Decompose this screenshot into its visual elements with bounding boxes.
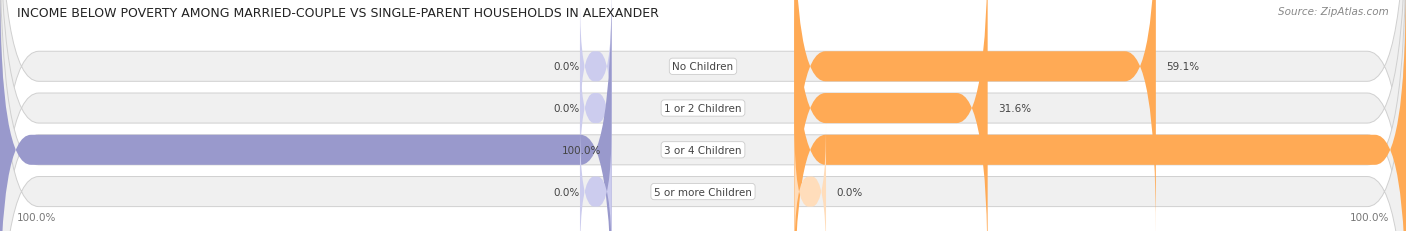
FancyBboxPatch shape <box>581 0 612 135</box>
FancyBboxPatch shape <box>581 124 612 231</box>
FancyBboxPatch shape <box>581 40 612 177</box>
FancyBboxPatch shape <box>794 0 1156 231</box>
FancyBboxPatch shape <box>794 0 1406 231</box>
Text: INCOME BELOW POVERTY AMONG MARRIED-COUPLE VS SINGLE-PARENT HOUSEHOLDS IN ALEXAND: INCOME BELOW POVERTY AMONG MARRIED-COUPL… <box>17 7 659 20</box>
Text: 1 or 2 Children: 1 or 2 Children <box>664 103 742 114</box>
Text: 100.0%: 100.0% <box>1350 212 1389 222</box>
Text: 0.0%: 0.0% <box>837 187 863 197</box>
Text: 0.0%: 0.0% <box>554 62 581 72</box>
Text: Source: ZipAtlas.com: Source: ZipAtlas.com <box>1278 7 1389 17</box>
Text: 100.0%: 100.0% <box>561 145 602 155</box>
Text: 0.0%: 0.0% <box>554 103 581 114</box>
Text: 0.0%: 0.0% <box>554 187 581 197</box>
Text: 59.1%: 59.1% <box>1167 62 1199 72</box>
Text: 31.6%: 31.6% <box>998 103 1032 114</box>
FancyBboxPatch shape <box>0 0 612 231</box>
Text: 100.0%: 100.0% <box>17 212 56 222</box>
FancyBboxPatch shape <box>794 124 827 231</box>
FancyBboxPatch shape <box>794 0 987 231</box>
Text: 5 or more Children: 5 or more Children <box>654 187 752 197</box>
Text: No Children: No Children <box>672 62 734 72</box>
Text: 3 or 4 Children: 3 or 4 Children <box>664 145 742 155</box>
